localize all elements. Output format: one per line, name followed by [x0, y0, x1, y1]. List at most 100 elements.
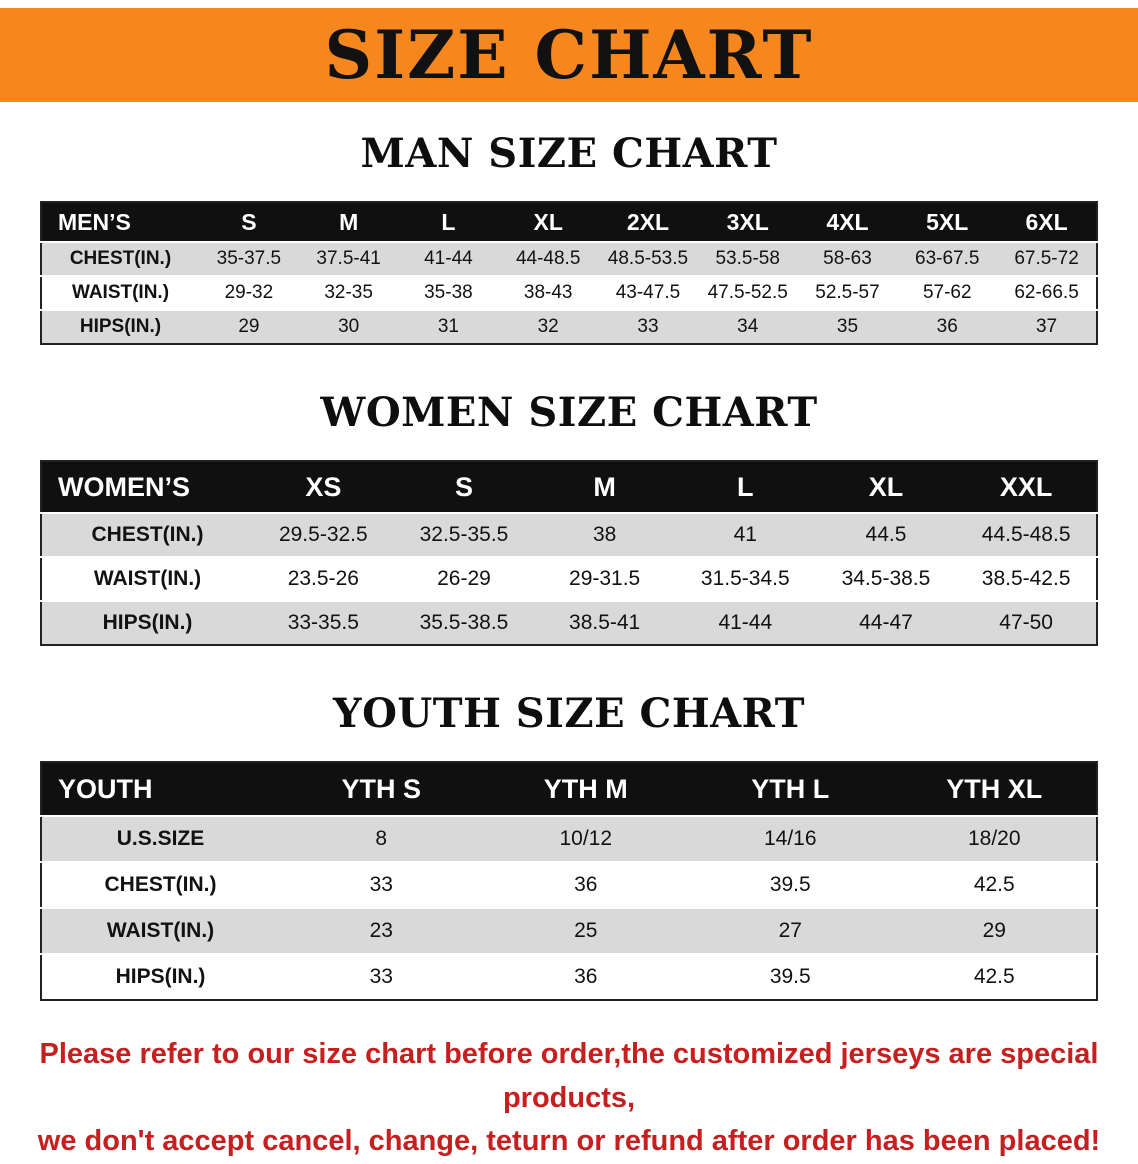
men-header-row: MEN’S S M L XL 2XL 3XL 4XL 5XL 6XL: [41, 202, 1097, 242]
men-size-value-cell: 35: [836, 316, 859, 337]
men-table-row: HIPS(IN.) 29 30 31 32 33 34 35 36 37: [41, 310, 1097, 344]
women-row-label: HIPS(IN.): [102, 611, 193, 634]
men-size-value-cell: 41-44: [424, 248, 473, 269]
men-size-table: MEN’S S M L XL 2XL 3XL 4XL 5XL 6XL CHEST(IN.) 35-37…: [40, 201, 1098, 345]
youth-size-value-cell: 42.5: [973, 965, 1015, 988]
section-men: MAN SIZE CHART MEN’S S M L XL 2XL 3XL 4XL 5XL 6XL C…: [0, 130, 1138, 345]
men-size-value-cell: 48.5-53.5: [607, 248, 689, 269]
women-size-value-cell: 31.5-34.5: [700, 567, 790, 590]
youth-row-label: U.S.SIZE: [116, 827, 205, 850]
men-size-column-header: XL: [533, 208, 563, 235]
youth-size-value-cell: 23: [369, 919, 393, 942]
youth-size-value-cell: 8: [375, 827, 388, 850]
youth-size-value-cell: 14/16: [763, 827, 817, 850]
men-size-value-cell: 52.5-57: [815, 282, 880, 303]
women-size-value-cell: 44.5: [865, 523, 907, 546]
youth-row-label: CHEST(IN.): [104, 873, 217, 896]
youth-size-column-header: YTH M: [543, 773, 628, 804]
women-size-value-cell: 38: [592, 523, 617, 546]
women-table-row: WAIST(IN.) 23.5-26 26-29 29-31.5 31.5-34.5 34…: [41, 557, 1097, 601]
women-size-column-header: M: [593, 471, 616, 502]
men-size-value-cell: 35-38: [424, 282, 473, 303]
men-size-column-header: M: [339, 208, 359, 235]
disclaimer: Please refer to our size chart before or…: [20, 1033, 1118, 1164]
youth-size-value-cell: 36: [574, 873, 598, 896]
men-size-value-cell: 32: [537, 316, 559, 337]
charts-container: MAN SIZE CHART MEN’S S M L XL 2XL 3XL 4XL 5XL 6XL C…: [0, 130, 1138, 1001]
women-size-value-cell: 41-44: [718, 611, 773, 634]
men-size-column-header: S: [241, 208, 257, 235]
women-size-table: WOMEN’S XS S M L XL XXL CHEST(IN.) 29.5-32.5 32.5…: [40, 460, 1098, 646]
women-size-value-cell: 44-47: [859, 611, 913, 634]
men-table-row: CHEST(IN.) 35-37.5 37.5-41 41-44 44-48.5 48.5…: [41, 242, 1097, 276]
men-size-value-cell: 35-37.5: [216, 248, 282, 269]
youth-table-row: WAIST(IN.) 23 25 27 29: [41, 908, 1097, 954]
women-size-value-cell: 47-50: [999, 611, 1053, 634]
men-size-column-header: 6XL: [1025, 208, 1068, 235]
youth-size-value-cell: 42.5: [973, 873, 1015, 896]
youth-size-column-header: YTH L: [751, 773, 830, 804]
women-heading: WOMEN SIZE CHART: [320, 389, 818, 436]
men-size-value-cell: 47.5-52.5: [707, 282, 788, 303]
men-size-value-cell: 44-48.5: [515, 248, 581, 269]
women-size-value-cell: 33-35.5: [287, 611, 359, 634]
youth-table-row: HIPS(IN.) 33 36 39.5 42.5: [41, 954, 1097, 1000]
women-row-label: WAIST(IN.): [93, 567, 202, 590]
men-size-value-cell: 33: [637, 316, 659, 337]
youth-row-label: HIPS(IN.): [115, 965, 206, 988]
women-size-value-cell: 23.5-26: [287, 567, 359, 590]
women-size-value-cell: 32.5-35.5: [419, 523, 509, 546]
women-size-column-header: S: [454, 471, 473, 502]
women-size-value-cell: 35.5-38.5: [419, 611, 509, 634]
women-size-value-cell: 41: [733, 523, 757, 546]
men-size-column-header: L: [441, 208, 456, 235]
men-size-column-header: 3XL: [726, 208, 769, 235]
youth-table-row: U.S.SIZE 8 10/12 14/16 18/20: [41, 816, 1097, 862]
banner: SIZE CHART: [0, 8, 1138, 102]
men-size-column-header: 4XL: [826, 208, 869, 235]
youth-size-value-cell: 33: [369, 965, 393, 988]
men-size-value-cell: 62-66.5: [1014, 282, 1079, 303]
men-row-label: CHEST(IN.): [69, 248, 172, 269]
men-size-value-cell: 32-35: [324, 282, 373, 303]
youth-group-label: YOUTH: [58, 773, 153, 804]
women-size-column-header: XL: [868, 471, 904, 502]
men-size-value-cell: 53.5-58: [715, 248, 780, 269]
section-youth: YOUTH SIZE CHART YOUTH YTH S YTH M YTH L YTH …: [0, 690, 1138, 1001]
youth-size-value-cell: 36: [574, 965, 598, 988]
women-size-value-cell: 29.5-32.5: [278, 523, 368, 546]
men-size-value-cell: 37.5-41: [316, 248, 381, 269]
size-chart-page: SIZE CHART MAN SIZE CHART MEN’S S M L XL 2XL 3X…: [0, 8, 1138, 1164]
youth-size-value-cell: 10/12: [559, 827, 613, 850]
women-size-value-cell: 26-29: [437, 567, 491, 590]
men-size-value-cell: 31: [437, 316, 459, 337]
youth-size-column-header: YTH XL: [946, 773, 1043, 804]
men-size-value-cell: 43-47.5: [615, 282, 681, 303]
youth-size-value-cell: 33: [369, 873, 393, 896]
men-size-value-cell: 37: [1035, 316, 1058, 337]
men-size-value-cell: 29: [238, 316, 260, 337]
youth-size-value-cell: 27: [778, 919, 802, 942]
women-size-value-cell: 34.5-38.5: [841, 567, 931, 590]
men-size-value-cell: 30: [338, 316, 360, 337]
section-women: WOMEN SIZE CHART WOMEN’S XS S M L XL XXL CHEST(I…: [0, 389, 1138, 646]
women-size-value-cell: 44.5-48.5: [981, 523, 1071, 546]
women-table-row: HIPS(IN.) 33-35.5 35.5-38.5 38.5-41 41-44 44-…: [41, 601, 1097, 645]
women-size-value-cell: 38.5-42.5: [981, 567, 1071, 590]
women-header-row: WOMEN’S XS S M L XL XXL: [41, 461, 1097, 513]
youth-heading: YOUTH SIZE CHART: [333, 690, 805, 737]
youth-size-value-cell: 29: [982, 919, 1006, 942]
women-group-label: WOMEN’S: [58, 471, 190, 502]
women-size-column-header: XXL: [999, 471, 1053, 502]
youth-size-value-cell: 39.5: [769, 965, 811, 988]
men-size-value-cell: 67.5-72: [1014, 248, 1079, 269]
men-size-value-cell: 29-32: [224, 282, 274, 303]
women-size-column-header: L: [737, 471, 754, 502]
youth-size-table: YOUTH YTH S YTH M YTH L YTH XL U.S.SIZE 8 10/12…: [40, 761, 1098, 1001]
men-size-value-cell: 38-43: [523, 282, 573, 303]
men-size-value-cell: 36: [936, 316, 958, 337]
women-size-value-cell: 29-31.5: [569, 567, 641, 590]
youth-size-value-cell: 39.5: [769, 873, 811, 896]
men-table-row: WAIST(IN.) 29-32 32-35 35-38 38-43 43-47.5 47.…: [41, 276, 1097, 310]
men-row-label: HIPS(IN.): [79, 316, 162, 337]
